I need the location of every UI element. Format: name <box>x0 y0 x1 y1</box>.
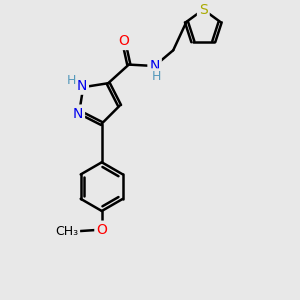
Text: CH₃: CH₃ <box>56 224 79 238</box>
Text: O: O <box>118 34 129 48</box>
Text: N: N <box>149 59 160 73</box>
Text: H: H <box>67 74 76 87</box>
Text: S: S <box>199 3 208 16</box>
Text: H: H <box>151 70 161 83</box>
Text: O: O <box>96 223 107 237</box>
Text: N: N <box>73 106 83 121</box>
Text: N: N <box>76 79 87 93</box>
